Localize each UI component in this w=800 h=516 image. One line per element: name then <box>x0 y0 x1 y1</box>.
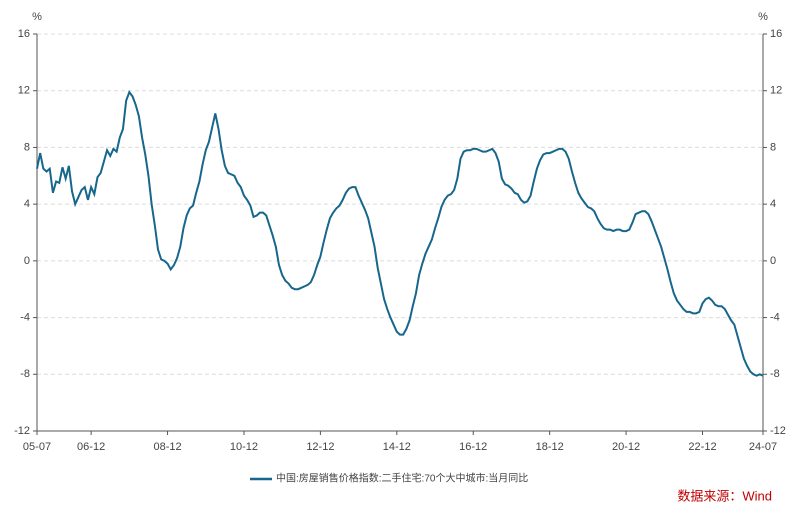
y2-tick-label: 4 <box>770 198 776 210</box>
x-tick-label: 20-12 <box>612 441 640 453</box>
y-tick-label: 4 <box>24 198 30 210</box>
y2-tick-label: -12 <box>770 425 786 437</box>
legend-label: 中国:房屋销售价格指数:二手住宅:70个大中城市:当月同比 <box>276 472 528 485</box>
y2-tick-label: 12 <box>770 85 782 97</box>
y-tick-label: -8 <box>20 368 30 380</box>
y-tick-label: 12 <box>18 85 30 97</box>
x-tick-label: 10-12 <box>230 441 258 453</box>
y-tick-label: 8 <box>24 141 30 153</box>
source: 数据来源：Wind <box>677 488 772 503</box>
x-tick-label: 22-12 <box>688 441 716 453</box>
x-tick-label: 24-07 <box>749 441 777 453</box>
x-tick-label: 16-12 <box>459 441 487 453</box>
y2-unit: % <box>758 11 768 23</box>
y2-tick-label: 16 <box>770 28 782 40</box>
y2-tick-label: -8 <box>770 368 780 380</box>
x-tick-label: 06-12 <box>77 441 105 453</box>
x-tick-label: 18-12 <box>536 441 564 453</box>
y2-tick-label: 8 <box>770 141 776 153</box>
y-unit: % <box>32 11 42 23</box>
y-tick-label: -4 <box>20 311 30 323</box>
x-tick-label: 08-12 <box>153 441 181 453</box>
x-tick-label: 14-12 <box>383 441 411 453</box>
y2-tick-label: 0 <box>770 255 776 267</box>
y-tick-label: 16 <box>18 28 30 40</box>
series-line <box>36 90 764 377</box>
x-tick-label: 12-12 <box>306 441 334 453</box>
y-tick-label: 0 <box>24 255 30 267</box>
x-tick-label: 05-07 <box>23 441 51 453</box>
y2-tick-label: -4 <box>770 311 780 323</box>
y-tick-label: -12 <box>14 425 30 437</box>
